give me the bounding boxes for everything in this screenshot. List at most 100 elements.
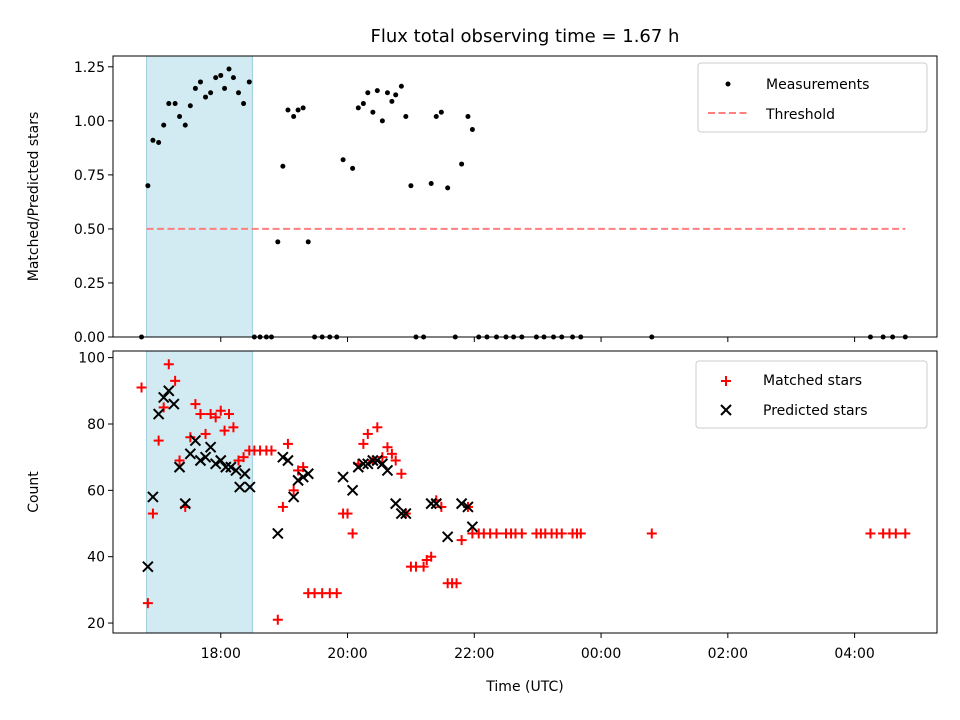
matched-star-point [362,428,373,439]
predicted-star-point [173,461,186,473]
matched-star-point [200,428,211,439]
bottom-legend-box [695,360,928,429]
y-tick-label: 0.75 [74,168,105,184]
measurement-point [187,103,193,109]
predicted-star-point [352,461,365,473]
measurement-point [230,75,236,81]
matched-star-point [900,528,911,539]
matched-star-point [390,455,401,466]
predicted-star-point [462,501,474,513]
measurement-point [275,239,281,245]
bottom-axes-frame [112,350,938,634]
x-axis-label: Time (UTC) [485,679,563,695]
top-legend: Measurements Threshold [697,62,928,133]
bottom-y-ticks: 20 40 60 80 100 [78,351,113,632]
predicted-star-point [204,441,217,453]
measurement-point [218,72,224,78]
matched-star-point [491,528,502,539]
matched-star-point [223,409,234,420]
y-tick-label: 0.25 [74,276,105,292]
matched-star-point [163,359,174,370]
predicted-star-point [163,385,175,397]
bottom-legend: Matched stars Predicted stars [695,360,928,429]
matched-star-point [426,551,437,562]
y-tick-label: 1.25 [74,60,105,76]
measurement-point [350,165,356,171]
matched-star-point [456,535,467,546]
predicted-star-point [194,454,207,467]
y-tick-label: 1.00 [74,114,105,130]
matched-star-point [298,462,309,473]
predicted-star-point [430,497,442,510]
predicted-star-point [168,398,180,410]
matched-star-point [342,508,353,519]
predicted-star-point [230,464,242,477]
measurement-point [465,114,471,120]
matched-star-point [347,528,358,539]
measurement-point [150,137,156,143]
matched-star-point [865,528,876,539]
legend-threshold-label: Threshold [765,107,835,123]
matched-star-point [136,382,147,393]
measurement-point [433,114,439,120]
predicted-star-point [282,454,294,467]
predicted-star-point [158,391,170,404]
matched-star-point [372,422,383,433]
observing-window-band-bottom [146,350,253,634]
y-tick-label: 0.50 [74,222,105,238]
measurement-point [280,163,286,169]
measurement-point [389,98,395,104]
x-tick-label: 20:00 [327,646,367,662]
predicted-star-point [234,481,246,493]
bottom-y-axis-label: Count [26,471,42,513]
top-x-ticks [220,337,856,342]
predicted-star-point [455,497,468,510]
predicted-star-point [184,448,197,460]
matched-star-point [190,399,201,410]
matched-star-point [293,465,304,476]
matched-star-point [556,528,567,539]
matched-star-point [215,405,226,416]
measurement-point [384,90,390,96]
top-y-axis-label: Matched/Predicted stars [26,112,42,282]
measurement-point [469,126,475,132]
top-legend-box [697,62,928,133]
predicted-star-point [362,458,374,470]
measurement-point [300,105,306,111]
measurement-point [177,114,183,120]
measurement-point [145,183,151,189]
predicted-star-point [357,458,370,470]
matched-star-point [382,442,393,453]
measurement-point [213,75,219,81]
predicted-star-point [179,497,191,510]
predicted-star-point [376,458,389,470]
legend-x-glyph [720,404,732,416]
predicted-star-point [215,454,227,467]
measurement-point [285,107,291,113]
measurement-point [398,83,404,89]
measurement-point [222,85,228,91]
matched-star-point [147,508,158,519]
predicted-star-point [189,434,202,447]
matched-star-point [170,375,181,386]
predicted-star-point [371,454,384,467]
x-tick-label: 22:00 [454,646,494,662]
legend-matched-marker [721,376,731,386]
x-tick-label: 18:00 [201,646,241,662]
legend-matched-label: Matched stars [763,373,862,389]
measurement-point [246,79,252,85]
predicted-star-point [142,560,154,573]
matched-star-point [210,412,221,423]
predicted-star-point [239,468,251,480]
y-tick-label: 100 [78,351,105,367]
matched-star-point [238,452,249,463]
measurement-point [374,88,380,94]
matched-star-point [377,452,388,463]
predicted-star-point [425,497,437,510]
matched-star-point [288,485,299,496]
measurement-point [172,101,178,107]
predicted-star-point [441,531,454,543]
predicted-star-point [199,451,212,463]
predicted-star-point [244,481,256,493]
measurement-point [226,66,232,72]
